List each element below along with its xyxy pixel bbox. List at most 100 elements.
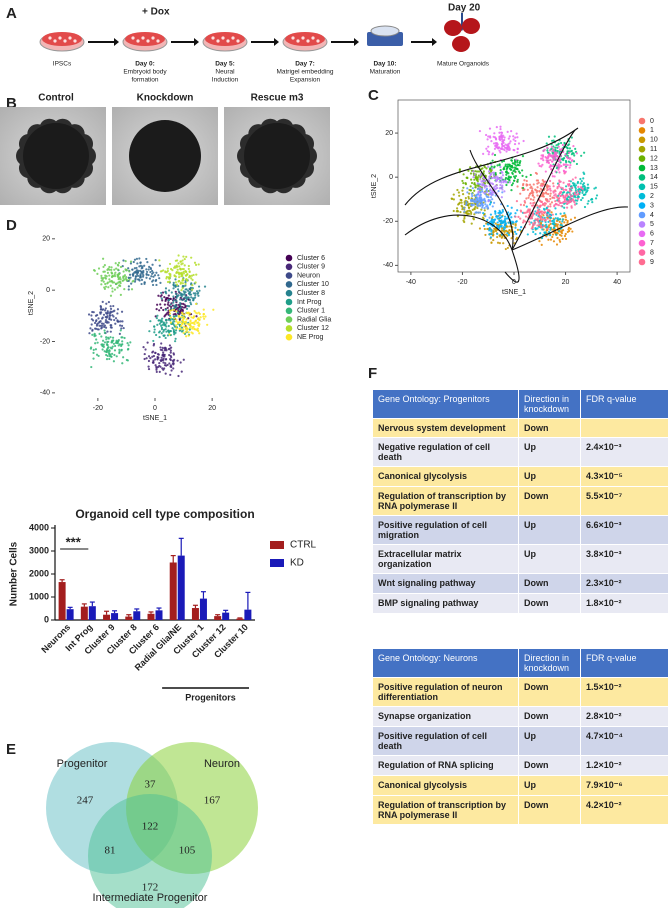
cell-point [182,287,184,289]
cell-point [521,169,523,171]
cell-point [98,333,100,335]
legend-label: Cluster 8 [297,290,325,297]
cell-point [490,173,492,175]
cell-point [563,172,565,174]
cell-point [119,282,121,284]
cell-point [462,187,464,189]
cell-point [127,348,129,350]
cell-point [92,358,94,360]
cell-point [542,194,544,196]
cell-point [547,239,549,241]
cell-point [118,262,120,264]
cell-point [575,176,577,178]
cell-point [501,196,503,198]
cell-point [490,236,492,238]
cell-point [558,230,560,232]
table-cell: Positive regulation of cell migration [373,516,519,545]
cell-point [190,303,192,305]
cell-point [170,369,172,371]
cell-point [459,168,461,170]
step-label: IPSCs [53,61,72,68]
cell-point [556,187,558,189]
table-cell: Up [519,545,581,574]
cell-point [140,283,142,285]
cell-point [191,284,193,286]
legend-swatch [286,272,293,279]
cell-point [530,174,532,176]
cell-point [90,314,92,316]
cell-point [497,190,499,192]
cell-point [473,182,475,184]
cell-point [465,212,467,214]
cell-point [474,212,476,214]
cell-point [527,189,529,191]
cell-point [533,183,535,185]
cell-point [515,175,517,177]
cell-point [173,282,175,284]
cell-point [169,374,171,376]
cell-point [571,230,573,232]
cell-point [570,228,572,230]
cell-point [183,313,185,315]
cell-point [152,359,154,361]
cell-point [164,362,166,364]
header-cell: Direction in knockdown [519,649,581,678]
cell-point [560,192,562,194]
cell-point [484,186,486,188]
x-tick-label: 40 [613,279,621,286]
cell-point [552,190,554,192]
cell-point [503,181,505,183]
cell-point [483,207,485,209]
cell-point [582,177,584,179]
cell-point [468,213,470,215]
cell-point [123,275,125,277]
cell-point [198,332,200,334]
cell-point [188,305,190,307]
cell-point [168,299,170,301]
cell-point [549,149,551,151]
cell-icon [306,39,309,42]
cell-point [556,204,558,206]
cell-point [476,170,478,172]
cell-point [172,352,174,354]
x-tick-label: -20 [457,279,467,286]
cell-point [569,197,571,199]
cell-icon [131,36,134,39]
cell-point [183,292,185,294]
cell-point [158,336,160,338]
cell-point [178,276,180,278]
cell-point [183,326,185,328]
cell-point [107,286,109,288]
cell-point [497,242,499,244]
cell-point [532,213,534,215]
cell-point [572,178,574,180]
cell-point [108,318,110,320]
cell-point [159,346,161,348]
cell-point [150,275,152,277]
cell-point [461,202,463,204]
cell-point [563,207,565,209]
cell-point [117,342,119,344]
cell-point [482,180,484,182]
cell-point [110,308,112,310]
cell-point [189,328,191,330]
y-axis-label: tSNE_2 [371,174,378,198]
cell-point [197,324,199,326]
cell-point [519,193,521,195]
cell-point [480,203,482,205]
cell-point [98,325,100,327]
cell-point [188,265,190,267]
cell-point [128,288,130,290]
cell-point [155,334,157,336]
cell-point [457,210,459,212]
cell-point [507,247,509,249]
cell-point [115,283,117,285]
cell-point [161,299,163,301]
cell-point [135,276,137,278]
cell-point [529,223,531,225]
cell-point [189,319,191,321]
cell-point [593,187,595,189]
cell-point [539,232,541,234]
cell-point [560,205,562,207]
cell-point [109,336,111,338]
